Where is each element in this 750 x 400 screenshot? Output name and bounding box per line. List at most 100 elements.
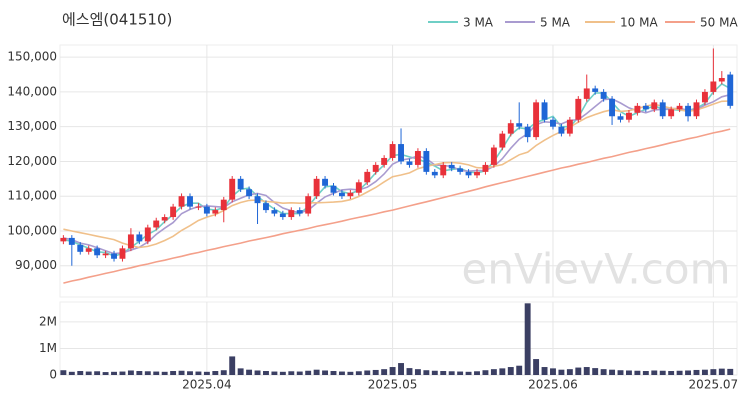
- volume-bar: [220, 370, 227, 375]
- candle-body: [246, 189, 253, 197]
- volume-bar: [389, 367, 396, 375]
- volume-bar: [254, 370, 261, 375]
- volume-bar: [448, 371, 455, 375]
- volume-bar: [440, 371, 447, 375]
- volume-tick-label: 2M: [39, 314, 57, 328]
- candle-body: [271, 210, 278, 214]
- legend-label: 3 MA: [463, 16, 494, 30]
- volume-bar: [533, 359, 540, 375]
- candle-body: [263, 203, 269, 211]
- candle-body: [144, 227, 151, 242]
- y-tick-label: 120,000: [7, 154, 57, 168]
- volume-bar: [659, 370, 666, 375]
- volume-bar: [144, 371, 151, 375]
- volume-bar: [575, 367, 582, 375]
- candle-body: [499, 133, 506, 148]
- volume-bar: [237, 368, 244, 375]
- candle-body: [524, 126, 531, 138]
- candle-body: [322, 178, 329, 186]
- volume-bar: [398, 363, 404, 375]
- candle-body: [676, 105, 683, 110]
- volume-bar: [305, 370, 312, 375]
- volume-bar: [507, 367, 514, 375]
- volume-bar: [423, 370, 430, 375]
- volume-bar: [161, 371, 168, 375]
- volume-bar: [271, 371, 278, 375]
- y-tick-label: 130,000: [7, 119, 57, 133]
- volume-bar: [668, 371, 675, 375]
- volume-bar: [338, 371, 345, 375]
- volume-bar: [406, 368, 413, 375]
- volume-bar: [617, 370, 624, 375]
- candle-body: [77, 244, 84, 252]
- candle-body: [330, 185, 337, 193]
- candle-body: [220, 199, 227, 211]
- candle-body: [592, 88, 599, 92]
- candle-body: [94, 248, 101, 256]
- candle-body: [634, 105, 641, 113]
- volume-bar: [431, 370, 438, 375]
- volume-panel: [59, 301, 738, 376]
- candle-body: [296, 210, 303, 214]
- candle-body: [550, 119, 556, 127]
- candle-body: [448, 164, 455, 169]
- volume-bar: [566, 369, 573, 375]
- x-tick-label: 2025.07: [689, 378, 739, 392]
- volume-bar: [178, 370, 185, 375]
- candle-body: [102, 253, 109, 256]
- volume-bar: [60, 370, 67, 375]
- candle-body: [195, 206, 202, 208]
- volume-bar: [85, 371, 92, 375]
- candle-body: [474, 171, 480, 176]
- y-tick-label: 140,000: [7, 84, 57, 98]
- candle-body: [212, 210, 219, 214]
- volume-bar: [94, 371, 101, 375]
- volume-tick-label: 0: [49, 368, 57, 382]
- volume-bar: [457, 371, 464, 375]
- volume-bar: [651, 370, 658, 375]
- candle-body: [406, 161, 413, 165]
- candle-body: [727, 74, 734, 106]
- candle-body: [153, 220, 160, 228]
- candle-body: [364, 171, 371, 183]
- candle-body: [389, 144, 396, 158]
- candle-body: [575, 98, 582, 120]
- candle-body: [305, 196, 312, 214]
- volume-bar: [583, 367, 590, 375]
- volume-bar: [195, 371, 202, 375]
- candle-body: [482, 164, 489, 172]
- y-tick-label: 90,000: [15, 258, 57, 272]
- candle-body: [347, 192, 354, 197]
- volume-bar: [710, 369, 717, 375]
- candle-body: [701, 91, 708, 103]
- volume-bar: [347, 371, 354, 375]
- candle-body: [288, 210, 295, 218]
- chart-title: 에스엠(041510): [62, 11, 172, 29]
- volume-bar: [296, 371, 303, 375]
- candle-body: [119, 248, 126, 259]
- x-tick-label: 2025.06: [528, 378, 578, 392]
- volume-bar: [701, 369, 708, 375]
- volume-bar: [482, 370, 489, 375]
- candle-body: [685, 105, 691, 117]
- volume-tick-label: 1M: [39, 341, 57, 355]
- candle-body: [170, 206, 177, 218]
- candle-body: [710, 81, 717, 92]
- candle-body: [127, 234, 134, 249]
- volume-bar: [524, 303, 531, 375]
- price-panel: [59, 44, 738, 298]
- candle-body: [668, 109, 675, 117]
- candle-body: [718, 78, 725, 82]
- candle-body: [465, 171, 472, 176]
- candle-body: [398, 144, 404, 162]
- volume-bar: [592, 368, 599, 375]
- candle-body: [136, 234, 143, 242]
- candle-body: [617, 116, 624, 120]
- candle-body: [229, 178, 236, 200]
- candle-body: [279, 213, 286, 218]
- candle-body: [566, 119, 573, 134]
- watermark: enVievV.com: [461, 245, 730, 294]
- candle-body: [178, 196, 185, 207]
- volume-bar: [153, 371, 160, 375]
